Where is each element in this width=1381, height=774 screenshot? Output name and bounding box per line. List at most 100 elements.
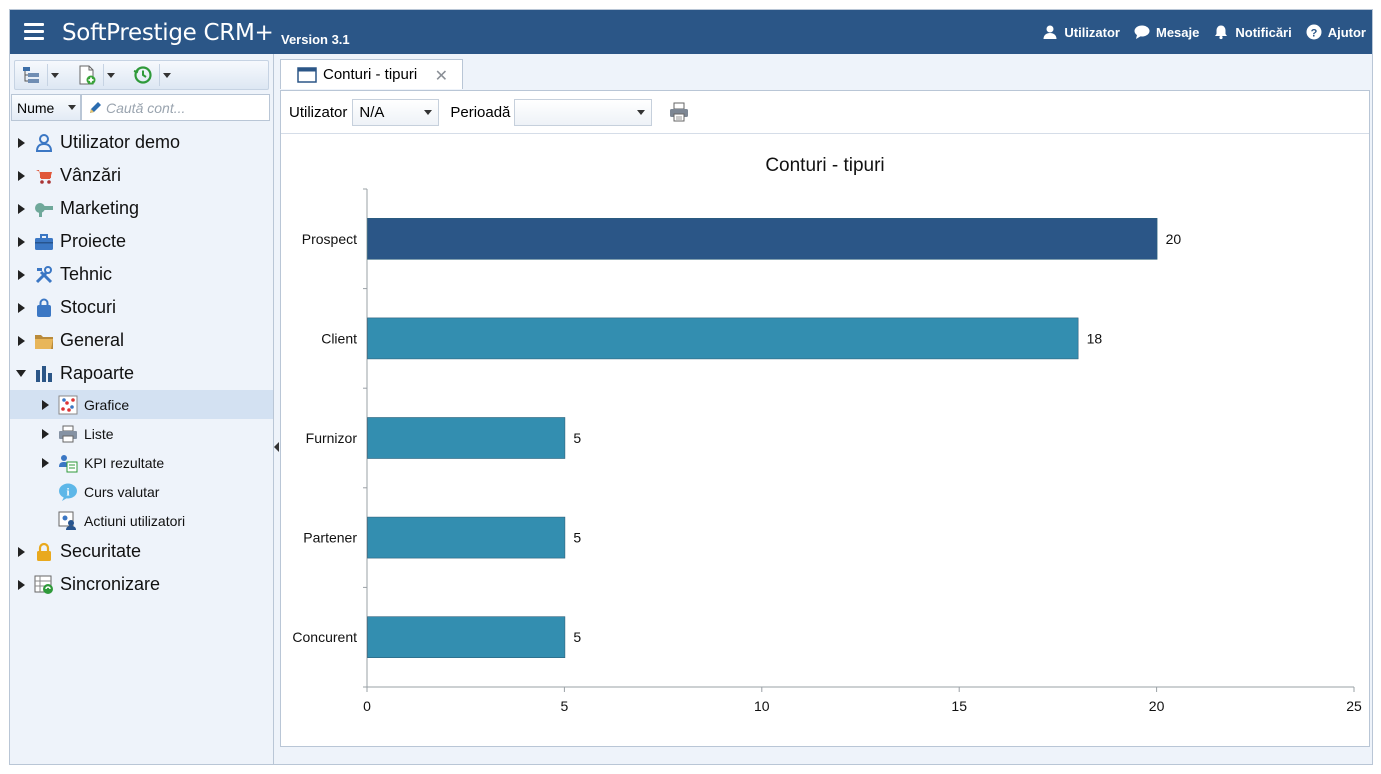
chevron-down-icon xyxy=(50,72,59,78)
chevron-down-icon xyxy=(106,72,115,78)
tree-item-label: Rapoarte xyxy=(60,363,135,383)
search-input[interactable]: Caută cont... xyxy=(81,94,270,121)
tree-item-label: Sincronizare xyxy=(60,574,161,594)
sidebar: Nume Caută cont... Utilizator demo Vânză… xyxy=(10,54,279,764)
tree-item-vanzari[interactable]: Vânzări xyxy=(10,159,273,192)
chart-area: Conturi - tipuri 0 5 10 15 20 25 Prospect 20 Cli… xyxy=(281,135,1369,747)
search-field-value: Nume xyxy=(17,99,55,116)
x-tick-label: 15 xyxy=(951,698,967,714)
tree-item-tehnic[interactable]: Tehnic xyxy=(10,258,273,291)
hamburger-menu-icon[interactable] xyxy=(24,23,44,41)
expand-arrow-icon[interactable] xyxy=(18,137,25,148)
tree-item-label: Grafice xyxy=(84,396,130,413)
tree-item-sincronizare[interactable]: Sincronizare xyxy=(10,568,273,601)
nav-help[interactable]: ? Ajutor xyxy=(1306,24,1366,40)
expand-arrow-icon[interactable] xyxy=(18,236,25,247)
nav-notifications[interactable]: Notificări xyxy=(1213,24,1292,40)
tree-item-securitate[interactable]: Securitate xyxy=(10,535,273,568)
tree-view-dropdown[interactable] xyxy=(47,64,61,86)
window-icon xyxy=(297,66,317,83)
chart-plot: 0 5 10 15 20 25 Prospect 20 Client 18 Furnizor 5 Par… xyxy=(292,188,1362,714)
expand-arrow-icon[interactable] xyxy=(18,546,25,557)
bar-concurent[interactable] xyxy=(367,616,566,659)
tree-item-stocuri[interactable]: Stocuri xyxy=(10,291,273,324)
collapse-arrow-icon[interactable] xyxy=(16,370,26,377)
bar-chart: Conturi - tipuri 0 5 10 15 20 25 Prospect 20 Cli… xyxy=(292,155,1362,714)
user-demo-icon xyxy=(35,133,53,152)
tree-item-label: Stocuri xyxy=(60,297,117,317)
briefcase-icon xyxy=(35,233,53,250)
new-document-dropdown[interactable] xyxy=(103,64,117,86)
history-dropdown[interactable] xyxy=(159,64,173,86)
category-label: Furnizor xyxy=(306,430,358,446)
tree-item-rapoarte[interactable]: Rapoarte xyxy=(10,357,273,390)
tab-conturi-tipuri[interactable]: Conturi - tipuri ✕ xyxy=(280,59,463,89)
category-label: Client xyxy=(321,330,357,346)
tree-item-label: Actiuni utilizatori xyxy=(84,512,186,529)
search-field-select[interactable]: Nume xyxy=(11,94,81,121)
chevron-down-icon xyxy=(162,72,171,78)
expand-arrow-icon[interactable] xyxy=(18,335,25,346)
sync-table-icon xyxy=(34,575,53,594)
tree-item-label: Securitate xyxy=(60,541,142,561)
expand-arrow-icon[interactable] xyxy=(18,170,25,181)
print-button[interactable] xyxy=(668,101,690,123)
nav-user[interactable]: Utilizator xyxy=(1042,24,1120,40)
expand-arrow-icon[interactable] xyxy=(42,399,49,410)
tree-view-button[interactable] xyxy=(19,64,43,86)
bell-icon xyxy=(1215,25,1228,40)
app-title: SoftPrestige CRM+ xyxy=(62,20,274,46)
expand-arrow-icon[interactable] xyxy=(18,302,25,313)
nav-messages[interactable]: Mesaje xyxy=(1134,24,1199,40)
tree-item-label: KPI rezultate xyxy=(84,454,165,471)
user-filter-select[interactable]: N/A xyxy=(352,98,440,126)
user-filter-value: N/A xyxy=(359,103,385,121)
bar-client[interactable] xyxy=(367,317,1079,360)
category-label: Partener xyxy=(303,530,357,546)
users-actions-icon xyxy=(58,511,76,530)
expand-arrow-icon[interactable] xyxy=(42,457,49,468)
tree-subitem-actiuni-utilizatori[interactable]: Actiuni utilizatori xyxy=(10,506,273,535)
new-document-button[interactable] xyxy=(75,64,99,86)
scatter-chart-icon xyxy=(58,395,78,414)
data-label: 5 xyxy=(573,629,581,645)
bar-partener[interactable] xyxy=(367,516,566,559)
tree-subitem-liste[interactable]: Liste xyxy=(10,419,273,448)
user-icon xyxy=(1043,25,1057,39)
tree-subitem-curs-valutar[interactable]: i Curs valutar xyxy=(10,477,273,506)
close-icon[interactable]: ✕ xyxy=(434,68,448,85)
tree-subitem-kpi-rezultate[interactable]: KPI rezultate xyxy=(10,448,273,477)
tab-label: Conturi - tipuri xyxy=(323,66,418,83)
nav-help-label: Ajutor xyxy=(1327,24,1366,40)
tree-item-utilizator-demo[interactable]: Utilizator demo xyxy=(10,126,273,159)
sidebar-toolbar xyxy=(14,60,269,90)
bag-icon xyxy=(37,298,51,317)
expand-arrow-icon[interactable] xyxy=(18,269,25,280)
tree-item-proiecte[interactable]: Proiecte xyxy=(10,225,273,258)
tools-icon xyxy=(35,265,53,283)
tree-view-icon xyxy=(23,67,39,83)
history-button[interactable] xyxy=(131,64,155,86)
expand-arrow-icon[interactable] xyxy=(42,428,49,439)
data-label: 5 xyxy=(573,530,581,546)
tree-item-marketing[interactable]: Marketing xyxy=(10,192,273,225)
app-version: Version 3.1 xyxy=(281,32,350,47)
period-filter-select[interactable] xyxy=(514,98,653,126)
tree-subitem-grafice[interactable]: Grafice xyxy=(10,390,273,419)
bar-furnizor[interactable] xyxy=(367,417,566,459)
expand-arrow-icon[interactable] xyxy=(18,579,25,590)
cart-icon xyxy=(36,169,52,184)
x-tick-label: 5 xyxy=(561,698,569,714)
help-icon: ? xyxy=(1306,24,1322,40)
tree-item-general[interactable]: General xyxy=(10,324,273,357)
x-tick-label: 0 xyxy=(363,698,371,714)
period-filter-label: Perioadă xyxy=(450,103,511,121)
svg-text:i: i xyxy=(66,486,69,498)
bar-prospect[interactable] xyxy=(367,218,1158,260)
collapse-sidebar-icon[interactable] xyxy=(273,438,280,456)
tab-strip: Conturi - tipuri ✕ xyxy=(278,54,1372,90)
bar-chart-icon xyxy=(36,365,52,382)
app-window: SoftPrestige CRM+ Version 3.1 Utilizator… xyxy=(9,9,1373,765)
expand-arrow-icon[interactable] xyxy=(18,203,25,214)
megaphone-icon xyxy=(35,202,53,217)
